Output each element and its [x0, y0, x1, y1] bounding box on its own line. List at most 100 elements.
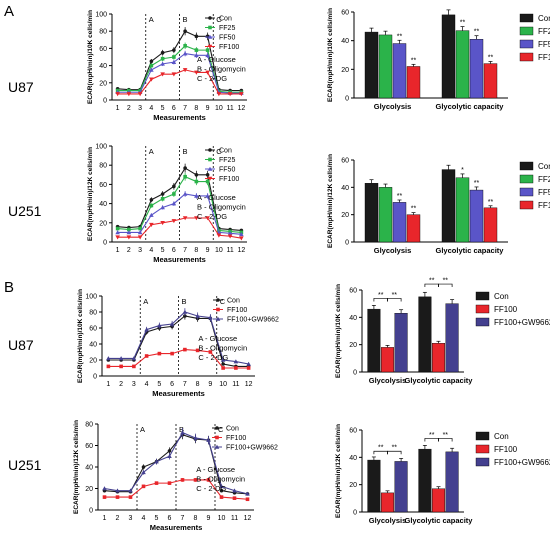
data-point — [160, 56, 165, 61]
legend-label: FF50 — [538, 188, 550, 197]
x-tick-label: 11 — [232, 381, 239, 388]
y-tick-label: 80 — [85, 422, 93, 429]
x-tick-label: 1 — [106, 381, 110, 388]
injection-label: C — [216, 147, 222, 156]
row-label-b-u87: U87 — [8, 337, 34, 353]
data-point — [149, 63, 154, 68]
x-tick-label: 9 — [207, 515, 211, 522]
series-ff25 — [115, 172, 244, 235]
significance-label: ** — [488, 199, 494, 206]
legend-marker — [216, 298, 220, 302]
legend-swatch — [519, 13, 534, 23]
x-tick-label: 4 — [145, 381, 149, 388]
x-tick-label: 6 — [172, 105, 176, 112]
legend-label: FF100 — [226, 435, 246, 442]
category-label: Glycolytic capacity — [436, 246, 505, 255]
data-point — [167, 481, 172, 485]
data-point — [172, 55, 176, 59]
x-tick-label: 2 — [127, 105, 131, 112]
data-point — [206, 437, 211, 442]
series-con — [364, 164, 456, 243]
legend-swatch — [519, 187, 534, 197]
data-point — [115, 230, 120, 235]
legend-label: FF100+GW9662 — [494, 318, 550, 327]
data-point — [128, 495, 133, 499]
bar-chart-A-U251-bar: 0 20 40 60 ECAR(mpH/min)/12K cells/min Glycol… — [327, 154, 550, 255]
significance-label: ** — [429, 432, 435, 439]
series-line — [104, 431, 248, 495]
data-point — [246, 366, 251, 370]
legend-label: Con — [219, 16, 232, 23]
legend-marker — [215, 435, 219, 440]
x-axis-label: Measurements — [152, 389, 205, 398]
data-point — [149, 67, 154, 72]
x-tick-label: 7 — [183, 247, 187, 254]
x-axis-label: Measurements — [153, 255, 206, 264]
data-point — [205, 173, 210, 177]
data-point — [216, 233, 222, 238]
data-point — [144, 354, 149, 358]
injection-label: C — [216, 15, 222, 24]
x-tick-label: 9 — [206, 105, 210, 112]
series-ff100-gw9662 — [106, 308, 251, 366]
y-axis-label: ECAR(mpH/min)/10K cells/min — [327, 8, 334, 102]
category-label: Glycolysis — [369, 376, 407, 385]
significance-label: ** — [397, 33, 403, 40]
y-tick-label: 60 — [99, 46, 107, 53]
y-tick-label: 100 — [95, 12, 107, 19]
x-tick-label: 5 — [155, 515, 159, 522]
x-tick-label: 4 — [142, 515, 146, 522]
series-ff50: ** ** — [392, 29, 484, 99]
y-tick-label: 0 — [353, 510, 357, 517]
significance-label: * — [461, 167, 464, 174]
data-point — [194, 48, 199, 52]
data-point — [126, 92, 132, 97]
y-tick-label: 40 — [349, 455, 357, 462]
data-point — [194, 216, 199, 221]
data-point — [149, 77, 154, 82]
significance-label: ** — [392, 445, 398, 452]
x-tick-label: 7 — [181, 515, 185, 522]
y-tick-label: 40 — [99, 63, 107, 70]
data-point — [182, 191, 188, 196]
series-ff100 — [381, 340, 446, 373]
series-ff100: ** ** — [406, 54, 498, 99]
row-label-a-u251: U251 — [8, 203, 42, 219]
data-point — [227, 92, 233, 97]
y-tick-label: 60 — [349, 428, 357, 435]
legend-marker — [207, 34, 213, 39]
data-point — [137, 230, 143, 235]
y-tick-label: 40 — [99, 201, 107, 208]
bar — [367, 308, 381, 373]
data-point — [115, 495, 120, 499]
x-tick-label: 3 — [132, 381, 136, 388]
data-point — [149, 59, 154, 64]
y-tick-label: 20 — [349, 482, 357, 489]
legend-marker — [208, 16, 212, 20]
legend-label: FF100 — [227, 307, 247, 314]
legend-swatch — [475, 444, 490, 454]
series-con — [367, 291, 432, 373]
data-point — [182, 309, 188, 314]
data-point — [128, 488, 133, 493]
y-axis-label: ECAR(mpH/min)/10K cells/min — [335, 284, 342, 378]
y-axis-label: ECAR(mpH/min)/10K cells/min — [87, 10, 94, 104]
category-label: Glycolysis — [369, 516, 407, 525]
injection-label: A — [149, 147, 154, 156]
significance-label: ** — [397, 193, 403, 200]
injection-label: A — [143, 297, 148, 306]
legend-label: FF50 — [219, 35, 235, 42]
bar — [381, 347, 395, 373]
bar — [392, 202, 407, 243]
panel-label-a: A — [4, 3, 14, 20]
data-point — [137, 92, 143, 97]
legend-label: Con — [538, 14, 550, 23]
significance-label: ** — [392, 292, 398, 299]
data-point — [208, 315, 213, 320]
x-tick-label: 5 — [157, 381, 161, 388]
legend-swatch — [519, 26, 534, 36]
significance-label: ** — [474, 29, 480, 36]
